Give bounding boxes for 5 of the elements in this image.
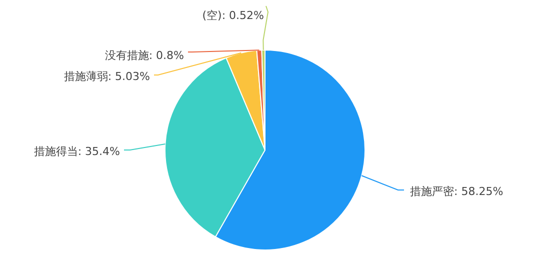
slice-label: 措施薄弱: 5.03% xyxy=(64,70,150,83)
slice-label: 措施严密: 58.25% xyxy=(410,185,504,198)
slice-label: 措施得当: 35.4% xyxy=(34,145,120,158)
slice-label: 没有措施: 0.8% xyxy=(104,49,184,62)
slice-label: (空): 0.52% xyxy=(202,9,264,22)
